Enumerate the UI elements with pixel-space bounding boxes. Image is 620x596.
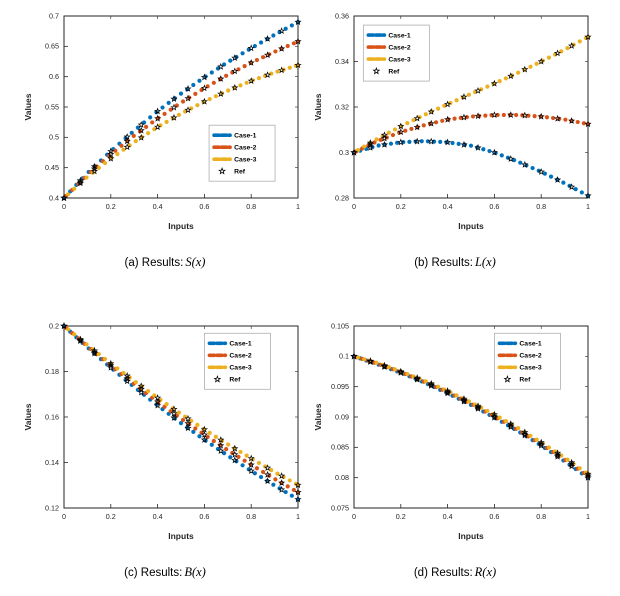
svg-text:0.4: 0.4 [153,512,163,521]
caption-b-math: L(x) [474,255,496,269]
svg-text:0.8: 0.8 [246,202,256,211]
svg-text:0.085: 0.085 [331,443,349,452]
svg-text:1: 1 [296,512,300,521]
caption-d-math: R(x) [474,565,497,579]
svg-text:0.2: 0.2 [49,321,59,330]
svg-text:0: 0 [62,202,66,211]
svg-text:Case-2: Case-2 [519,353,542,360]
svg-text:0.4: 0.4 [443,512,453,521]
caption-c-math: B(x) [184,565,206,579]
chart-c-bx: 0 0.2 0.4 0.6 0.8 1 0.12 0.14 0.16 0.18 0.2 Inputs V… [20,318,310,548]
svg-text:1: 1 [586,202,590,211]
svg-text:Ref: Ref [229,377,241,384]
panel-a: 0 0.2 0.4 0.6 0.8 1 0.4 0.45 0.5 0.55 0.6 0.65 0.7 In… [20,8,310,278]
svg-text:Ref: Ref [234,169,246,176]
svg-text:0: 0 [62,512,66,521]
svg-text:0.6: 0.6 [199,512,209,521]
svg-text:Case-2: Case-2 [234,145,257,152]
svg-text:Values: Values [23,93,33,120]
svg-text:0: 0 [352,202,356,211]
caption-d-text: (d) Results: [413,567,473,579]
svg-text:0.7: 0.7 [49,11,59,20]
panel-d: 0 0.2 0.4 0.6 0.8 1 0.075 0.08 0.085 0.09 0.095 0.1… [310,318,600,588]
svg-text:1: 1 [586,512,590,521]
svg-text:0.5: 0.5 [49,133,59,142]
svg-text:0.18: 0.18 [45,367,59,376]
svg-text:0.12: 0.12 [45,503,59,512]
svg-text:Inputs: Inputs [168,531,194,541]
svg-text:Case-1: Case-1 [388,33,411,40]
svg-text:0: 0 [352,512,356,521]
chart-a-sx: 0 0.2 0.4 0.6 0.8 1 0.4 0.45 0.5 0.55 0.6 0.65 0.7 In… [20,8,310,238]
svg-text:0.34: 0.34 [335,57,349,66]
svg-text:Ref: Ref [519,377,531,384]
svg-text:Case-3: Case-3 [229,365,252,372]
svg-text:0.6: 0.6 [489,202,499,211]
caption-d: (d) Results: R(x) [414,564,496,581]
svg-text:Values: Values [313,403,323,430]
svg-text:0.8: 0.8 [246,512,256,521]
svg-text:0.6: 0.6 [49,72,59,81]
svg-text:0.16: 0.16 [45,412,59,421]
caption-a: (a) Results: S(x) [125,254,206,271]
svg-text:Case-1: Case-1 [519,341,542,348]
caption-c: (c) Results: B(x) [124,564,206,581]
svg-text:0.36: 0.36 [335,11,349,20]
caption-a-text: (a) Results: [124,257,184,269]
chart-b-lx: 0 0.2 0.4 0.6 0.8 1 0.28 0.3 0.32 0.34 0.36 Inputs V… [310,8,600,238]
caption-b: (b) Results: L(x) [414,254,496,271]
caption-c-text: (c) Results: [124,567,183,579]
svg-text:0.65: 0.65 [45,42,59,51]
svg-text:Case-1: Case-1 [234,133,257,140]
svg-text:0.45: 0.45 [45,163,59,172]
svg-text:Ref: Ref [388,69,400,76]
svg-text:0.08: 0.08 [335,473,349,482]
svg-text:1: 1 [296,202,300,211]
svg-text:0.6: 0.6 [489,512,499,521]
panel-b: 0 0.2 0.4 0.6 0.8 1 0.28 0.3 0.32 0.34 0.36 Inputs V… [310,8,600,278]
svg-text:Case-3: Case-3 [519,365,542,372]
svg-text:Case-1: Case-1 [229,341,252,348]
svg-text:Inputs: Inputs [168,221,194,231]
svg-text:0.2: 0.2 [396,202,406,211]
svg-text:0.095: 0.095 [331,382,349,391]
chart-d-rx: 0 0.2 0.4 0.6 0.8 1 0.075 0.08 0.085 0.09 0.095 0.1… [310,318,600,548]
svg-text:Case-3: Case-3 [234,157,257,164]
svg-text:0.8: 0.8 [536,512,546,521]
svg-text:Case-2: Case-2 [229,353,252,360]
svg-text:0.4: 0.4 [443,202,453,211]
svg-text:Case-2: Case-2 [388,45,411,52]
svg-text:Inputs: Inputs [458,221,484,231]
svg-text:0.32: 0.32 [335,102,349,111]
caption-b-text: (b) Results: [414,257,473,269]
svg-text:0.2: 0.2 [106,202,116,211]
svg-text:0.4: 0.4 [153,202,163,211]
svg-text:0.09: 0.09 [335,412,349,421]
svg-text:Case-3: Case-3 [388,57,411,64]
panel-c: 0 0.2 0.4 0.6 0.8 1 0.12 0.14 0.16 0.18 0.2 Inputs V… [20,318,310,588]
svg-text:0.3: 0.3 [339,148,349,157]
svg-text:Inputs: Inputs [458,531,484,541]
svg-text:0.105: 0.105 [331,321,349,330]
svg-text:Values: Values [313,93,323,120]
svg-text:0.2: 0.2 [396,512,406,521]
svg-text:0.1: 0.1 [339,352,349,361]
svg-text:0.55: 0.55 [45,102,59,111]
svg-text:0.4: 0.4 [49,193,59,202]
svg-text:Values: Values [23,403,33,430]
svg-text:0.8: 0.8 [536,202,546,211]
svg-text:0.6: 0.6 [199,202,209,211]
caption-a-math: S(x) [185,255,206,269]
svg-text:0.28: 0.28 [335,193,349,202]
svg-text:0.075: 0.075 [331,503,349,512]
svg-text:0.14: 0.14 [45,458,59,467]
svg-text:0.2: 0.2 [106,512,116,521]
